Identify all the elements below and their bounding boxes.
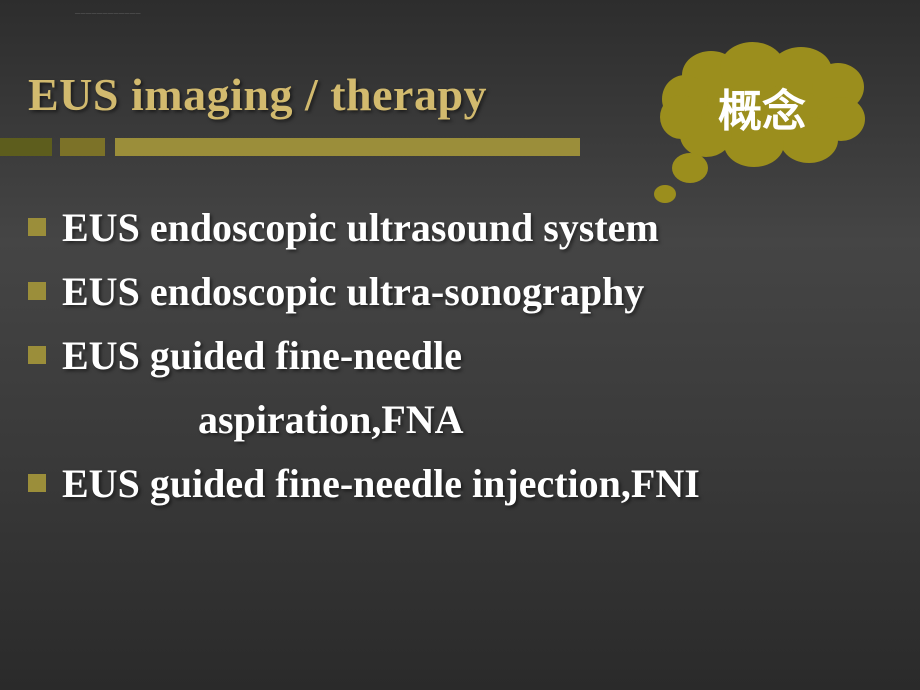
bullet-item: EUS guided fine-needle injection,FNI [28,458,893,510]
bullet-text: EUS guided fine-needle injection,FNI [62,458,700,510]
cloud-body: 概念 [652,45,872,175]
cloud-tail-bubble-1 [672,153,708,183]
bullet-square-icon [28,218,46,236]
underline-segment-2 [60,138,105,156]
cloud-tail-bubble-2 [654,185,676,203]
bullet-text: EUS endoscopic ultrasound system [62,202,659,254]
indented-continuation: aspiration,FNA [198,394,893,446]
bullet-square-icon [28,282,46,300]
bullet-item: EUS endoscopic ultra-sonography [28,266,893,318]
bullet-item: EUS guided fine-needle [28,330,893,382]
cloud-label: 概念 [652,75,872,139]
presentation-slide: ———————————— EUS imaging / therapy 概念 [0,0,920,690]
bullet-item: EUS endoscopic ultrasound system [28,202,893,254]
bullet-text: EUS guided fine-needle [62,330,462,382]
header-note: ———————————— [75,12,141,17]
bullet-square-icon [28,474,46,492]
title-underline [0,138,580,156]
thought-cloud: 概念 [652,45,872,175]
underline-gap-2 [105,138,115,156]
bullet-text: EUS endoscopic ultra-sonography [62,266,644,318]
underline-gap-1 [52,138,60,156]
underline-segment-1 [0,138,52,156]
body-content: EUS endoscopic ultrasound system EUS end… [28,202,893,522]
underline-segment-3 [115,138,580,156]
bullet-square-icon [28,346,46,364]
